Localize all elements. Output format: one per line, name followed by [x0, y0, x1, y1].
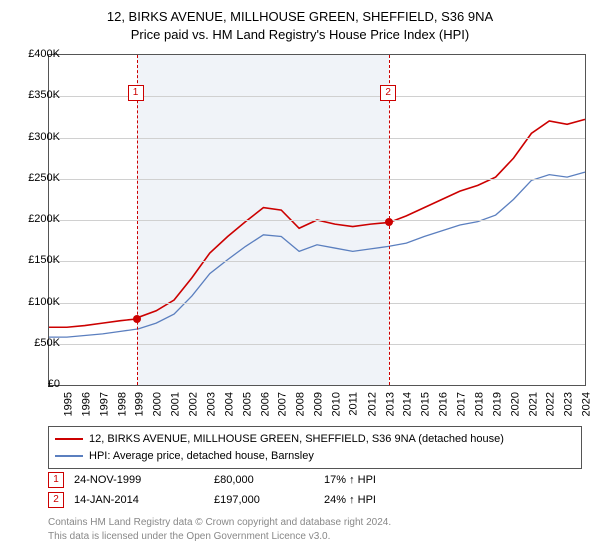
- trans-hpi: 24% ↑ HPI: [324, 494, 444, 506]
- trans-date: 14-JAN-2014: [74, 494, 204, 506]
- x-tick-label: 1997: [98, 392, 110, 416]
- x-tick-label: 2019: [491, 392, 503, 416]
- y-tick-label: £350K: [28, 89, 60, 101]
- title-line-1: 12, BIRKS AVENUE, MILLHOUSE GREEN, SHEFF…: [0, 8, 600, 26]
- vertical-marker-line: [137, 55, 138, 385]
- chart-title: 12, BIRKS AVENUE, MILLHOUSE GREEN, SHEFF…: [0, 0, 600, 44]
- x-tick-label: 2022: [545, 392, 557, 416]
- x-tick-label: 2017: [456, 392, 468, 416]
- legend-label: 12, BIRKS AVENUE, MILLHOUSE GREEN, SHEFF…: [89, 431, 504, 448]
- legend-row: 12, BIRKS AVENUE, MILLHOUSE GREEN, SHEFF…: [55, 431, 575, 448]
- x-tick-label: 2011: [348, 392, 360, 416]
- gridline: [49, 138, 585, 139]
- y-tick-label: £50K: [34, 337, 60, 349]
- gridline: [49, 179, 585, 180]
- footer-line-1: Contains HM Land Registry data © Crown c…: [48, 516, 391, 530]
- table-row: 2 14-JAN-2014 £197,000 24% ↑ HPI: [48, 490, 582, 510]
- x-tick-label: 2023: [563, 392, 575, 416]
- legend-label: HPI: Average price, detached house, Barn…: [89, 448, 314, 465]
- x-tick-label: 2015: [420, 392, 432, 416]
- marker-ref-box: 1: [48, 472, 64, 488]
- trans-price: £80,000: [214, 474, 314, 486]
- x-tick-label: 2016: [438, 392, 450, 416]
- series-line-property: [49, 119, 585, 327]
- marker-number-box: 1: [128, 85, 144, 101]
- y-tick-label: £100K: [28, 296, 60, 308]
- marker-ref-box: 2: [48, 492, 64, 508]
- x-tick-label: 1998: [116, 392, 128, 416]
- gridline: [49, 303, 585, 304]
- x-tick-label: 2007: [277, 392, 289, 416]
- x-tick-label: 2024: [581, 392, 593, 416]
- legend-row: HPI: Average price, detached house, Barn…: [55, 448, 575, 465]
- legend-swatch: [55, 455, 83, 457]
- footer-line-2: This data is licensed under the Open Gov…: [48, 530, 391, 544]
- legend-box: 12, BIRKS AVENUE, MILLHOUSE GREEN, SHEFF…: [48, 426, 582, 469]
- trans-hpi: 17% ↑ HPI: [324, 474, 444, 486]
- transaction-dot: [133, 315, 141, 323]
- x-tick-label: 2013: [384, 392, 396, 416]
- trans-date: 24-NOV-1999: [74, 474, 204, 486]
- title-line-2: Price paid vs. HM Land Registry's House …: [0, 26, 600, 44]
- series-line-hpi: [49, 172, 585, 337]
- gridline: [49, 344, 585, 345]
- marker-number-box: 2: [380, 85, 396, 101]
- gridline: [49, 220, 585, 221]
- transaction-table: 1 24-NOV-1999 £80,000 17% ↑ HPI 2 14-JAN…: [48, 470, 582, 510]
- y-tick-label: £400K: [28, 48, 60, 60]
- footer-text: Contains HM Land Registry data © Crown c…: [48, 516, 391, 543]
- x-tick-label: 2018: [473, 392, 485, 416]
- y-tick-label: £300K: [28, 131, 60, 143]
- x-tick-label: 2012: [366, 392, 378, 416]
- x-tick-label: 2020: [509, 392, 521, 416]
- table-row: 1 24-NOV-1999 £80,000 17% ↑ HPI: [48, 470, 582, 490]
- y-tick-label: £200K: [28, 213, 60, 225]
- x-tick-label: 2002: [188, 392, 200, 416]
- gridline: [49, 261, 585, 262]
- transaction-dot: [385, 218, 393, 226]
- x-tick-label: 2008: [295, 392, 307, 416]
- x-tick-label: 2001: [170, 392, 182, 416]
- x-tick-label: 1999: [134, 392, 146, 416]
- x-tick-label: 1996: [80, 392, 92, 416]
- x-tick-label: 1995: [62, 392, 74, 416]
- y-tick-label: £150K: [28, 254, 60, 266]
- x-tick-label: 2021: [527, 392, 539, 416]
- x-tick-label: 2004: [223, 392, 235, 416]
- x-tick-label: 2005: [241, 392, 253, 416]
- trans-price: £197,000: [214, 494, 314, 506]
- x-tick-label: 2009: [313, 392, 325, 416]
- legend-swatch: [55, 438, 83, 440]
- x-tick-label: 2000: [152, 392, 164, 416]
- x-tick-label: 2003: [205, 392, 217, 416]
- plot-area: [48, 54, 586, 386]
- x-tick-label: 2010: [330, 392, 342, 416]
- chart-container: 12, BIRKS AVENUE, MILLHOUSE GREEN, SHEFF…: [0, 0, 600, 560]
- x-tick-label: 2014: [402, 392, 414, 416]
- y-tick-label: £250K: [28, 172, 60, 184]
- y-tick-label: £0: [48, 378, 60, 390]
- x-tick-label: 2006: [259, 392, 271, 416]
